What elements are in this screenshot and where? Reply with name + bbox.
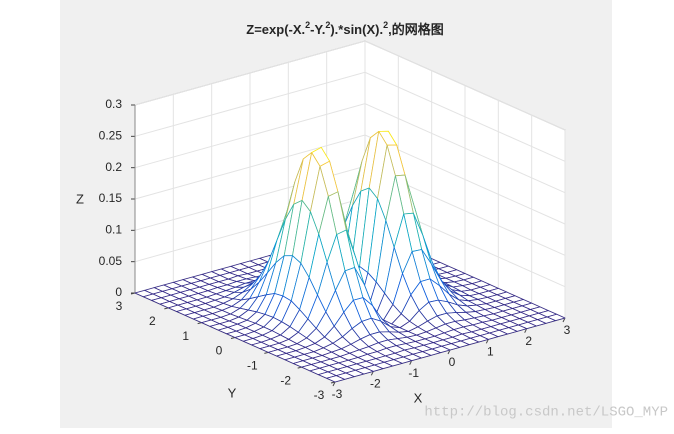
title-superscript: 2 <box>383 20 388 30</box>
y-tick-label: 0 <box>216 344 223 358</box>
y-axis-label: Y <box>228 385 237 400</box>
z-tick-label: 0.3 <box>105 97 122 111</box>
x-tick <box>370 371 374 376</box>
z-tick-label: 0.2 <box>105 160 122 174</box>
title-part: Z=exp(-X. <box>246 22 305 37</box>
z-tick-label: 0.15 <box>99 191 123 205</box>
x-tick-label: -3 <box>332 387 343 401</box>
y-tick-label: -3 <box>314 388 325 402</box>
z-grid-line <box>134 134 566 225</box>
title-superscript: 2 <box>305 20 310 30</box>
mesh <box>134 130 566 383</box>
z-tick-label: 0.25 <box>99 129 123 143</box>
z-tick-label: 0.1 <box>105 223 122 237</box>
title-part: ,的网格图 <box>388 22 444 37</box>
chart-title: Z=exp(-X.2-Y.2).*sin(X).2,的网格图 <box>246 20 443 37</box>
x-tick-label: 2 <box>525 334 532 348</box>
x-tick-label: -1 <box>408 366 419 380</box>
z-grid-line <box>134 40 566 131</box>
x-tick <box>485 339 489 344</box>
title-part: -Y. <box>310 22 325 37</box>
x-tick <box>524 328 528 333</box>
title-part: ).*sin(X). <box>330 22 383 37</box>
x-tick <box>332 381 336 387</box>
mesh-cell <box>326 375 345 383</box>
z-grid-line <box>134 71 566 162</box>
y-tick-label: 3 <box>116 299 123 313</box>
y-tick-label: 2 <box>149 314 156 328</box>
z-grid-line <box>134 103 566 194</box>
y-tick-label: -2 <box>280 373 291 387</box>
x-tick <box>562 317 566 323</box>
x-tick-label: 3 <box>564 323 571 337</box>
x-tick-label: 0 <box>449 355 456 369</box>
z-tick-label: 0 <box>115 285 122 299</box>
watermark: http://blog.csdn.net/LSGO_MYP <box>424 405 668 421</box>
y-tick-label: 1 <box>182 329 189 343</box>
x-tick-label: -2 <box>370 377 381 391</box>
title-superscript: 2 <box>325 20 330 30</box>
x-tick <box>409 360 413 365</box>
labels: -3-2-10123-3-2-1012300.050.10.150.20.250… <box>99 97 571 402</box>
z-axis-label: Z <box>76 191 84 206</box>
x-axis-label: X <box>414 390 423 405</box>
x-tick-label: 1 <box>487 345 494 359</box>
z-tick-label: 0.05 <box>99 254 123 268</box>
x-tick <box>447 349 451 355</box>
y-tick-label: -1 <box>247 359 258 373</box>
